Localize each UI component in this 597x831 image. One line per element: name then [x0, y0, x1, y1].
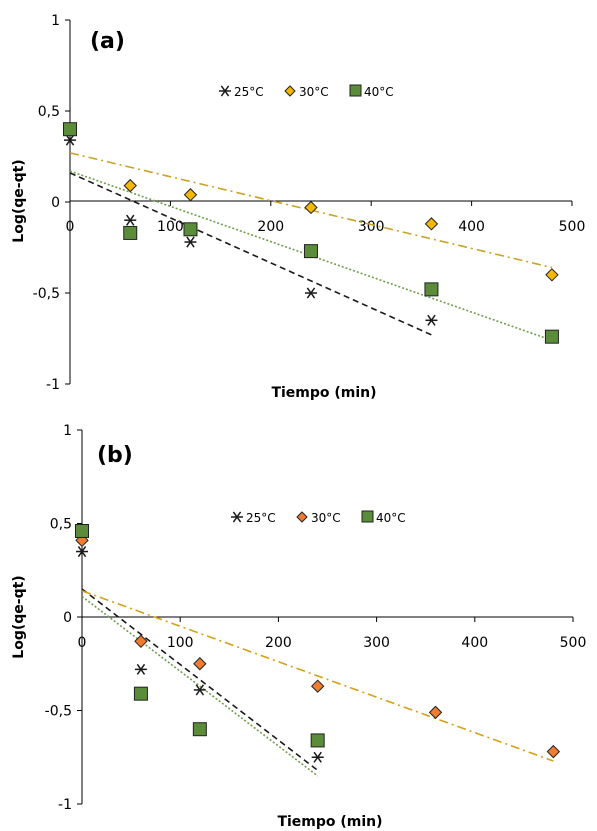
panel-label-a: (a) — [90, 29, 125, 54]
y-tick-label-a: 0,5 — [38, 104, 60, 120]
data-point-square-b — [192, 722, 207, 737]
data-point-asterisk-a — [425, 314, 438, 326]
data-point-square-b — [133, 686, 148, 701]
data-point-diamond-b — [193, 657, 207, 671]
y-axis-title-b: Log(qe-qt) — [11, 575, 27, 658]
legend-item-diamond-b: 30°C — [296, 511, 341, 525]
data-point-asterisk-a — [64, 134, 76, 146]
y-tick-label-b: 0,5 — [50, 517, 72, 533]
legend-b: 25°C 30°C 40°C — [231, 510, 406, 525]
x-axis-title-a: Tiempo (min) — [271, 385, 376, 401]
data-point-diamond-a — [424, 217, 439, 231]
data-point-asterisk-b — [311, 751, 324, 763]
data-point-square-a — [123, 225, 138, 240]
y-tick-label-a: 1 — [51, 13, 60, 29]
x-tick-label-b: 300 — [363, 635, 390, 651]
legend-marker-asterisk-a — [219, 85, 231, 97]
legend-item-asterisk-b: 25°C — [231, 511, 276, 525]
x-tick-label-b: 500 — [560, 635, 587, 651]
legend-label-a: 30°C — [299, 85, 329, 99]
legend-a: 25°C 30°C 40°C — [219, 84, 394, 99]
trendline-asterisk-b — [81, 588, 319, 771]
y-tick-label-b: -0,5 — [45, 704, 72, 720]
data-point-square-a — [183, 222, 198, 237]
data-point-square-a — [424, 282, 439, 297]
legend-label-b: 25°C — [246, 511, 276, 525]
data-points-a — [63, 122, 559, 344]
trendline-square-a — [69, 170, 553, 342]
axes-b: -1 -0,5 0 0,5 1 0 100 200 300 400 500 — [45, 423, 587, 813]
trendlines-b — [81, 588, 554, 777]
chart-panel-b: (b) -1 -0,5 0 0,5 1 0 100 200 300 400 500 25°C 30°C… — [11, 423, 586, 830]
legend-marker-diamond-a — [284, 85, 296, 97]
data-point-asterisk-b — [193, 684, 206, 696]
x-tick-label-a: 200 — [257, 219, 284, 235]
data-point-square-a — [544, 329, 559, 344]
legend-label-b: 30°C — [311, 511, 341, 525]
x-tick-label-b: 0 — [78, 635, 87, 651]
data-point-diamond-b — [428, 705, 443, 720]
x-tick-label-a: 500 — [559, 219, 586, 235]
data-point-asterisk-a — [124, 214, 137, 226]
y-tick-label-b: 1 — [63, 423, 72, 439]
y-tick-label-b: -1 — [58, 797, 72, 813]
y-tick-label-a: -1 — [46, 377, 60, 393]
data-point-square-b — [310, 733, 325, 748]
legend-marker-asterisk-b — [231, 511, 243, 523]
x-tick-label-a: 400 — [458, 219, 485, 235]
axes-a: -1 -0,5 0 0,5 1 0 100 200 300 400 500 — [33, 13, 586, 393]
x-tick-label-b: 200 — [265, 635, 292, 651]
chart-panel-a: (a) -1 -0,5 0 0,5 1 0 100 200 300 400 500 25°C 30°C… — [11, 13, 585, 401]
data-point-diamond-a — [545, 268, 559, 282]
data-points-b — [75, 523, 561, 763]
data-point-asterisk-b — [76, 546, 88, 558]
legend-label-a: 40°C — [364, 85, 394, 99]
x-tick-label-b: 400 — [461, 635, 488, 651]
legend-marker-diamond-b — [296, 511, 308, 523]
x-tick-label-b: 100 — [167, 635, 194, 651]
data-point-diamond-a — [183, 188, 198, 202]
y-tick-label-b: 0 — [63, 610, 72, 626]
data-point-square-a — [303, 244, 318, 259]
y-axis-title-a: Log(qe-qt) — [11, 159, 27, 242]
x-tick-label-a: 100 — [157, 219, 184, 235]
trendline-diamond-b — [81, 590, 554, 762]
legend-label-b: 40°C — [376, 511, 406, 525]
legend-item-square-a: 40°C — [349, 84, 394, 99]
x-axis-title-b: Tiempo (min) — [277, 814, 382, 830]
data-point-square-a — [63, 122, 77, 137]
legend-label-a: 25°C — [234, 85, 264, 99]
panel-label-b: (b) — [97, 443, 133, 468]
data-point-diamond-a — [123, 178, 137, 193]
data-point-diamond-b — [134, 634, 148, 649]
data-point-asterisk-a — [304, 287, 317, 299]
y-tick-label-a: -0,5 — [33, 286, 60, 302]
legend-marker-square-a — [349, 84, 362, 97]
data-point-diamond-b — [546, 744, 561, 759]
x-tick-label-a: 300 — [358, 219, 385, 235]
data-point-diamond-a — [304, 200, 318, 215]
trendline-square-b — [81, 595, 319, 777]
data-point-asterisk-b — [134, 663, 147, 675]
y-tick-label-a: 0 — [51, 195, 60, 211]
legend-item-square-b: 40°C — [361, 510, 406, 525]
data-point-square-b — [75, 523, 89, 538]
legend-item-asterisk-a: 25°C — [219, 85, 264, 99]
legend-item-diamond-a: 30°C — [284, 85, 329, 99]
data-point-diamond-b — [310, 679, 325, 693]
legend-marker-square-b — [361, 510, 374, 523]
data-point-asterisk-a — [184, 236, 197, 248]
x-tick-label-a: 0 — [66, 219, 75, 235]
trendline-asterisk-a — [69, 172, 432, 336]
